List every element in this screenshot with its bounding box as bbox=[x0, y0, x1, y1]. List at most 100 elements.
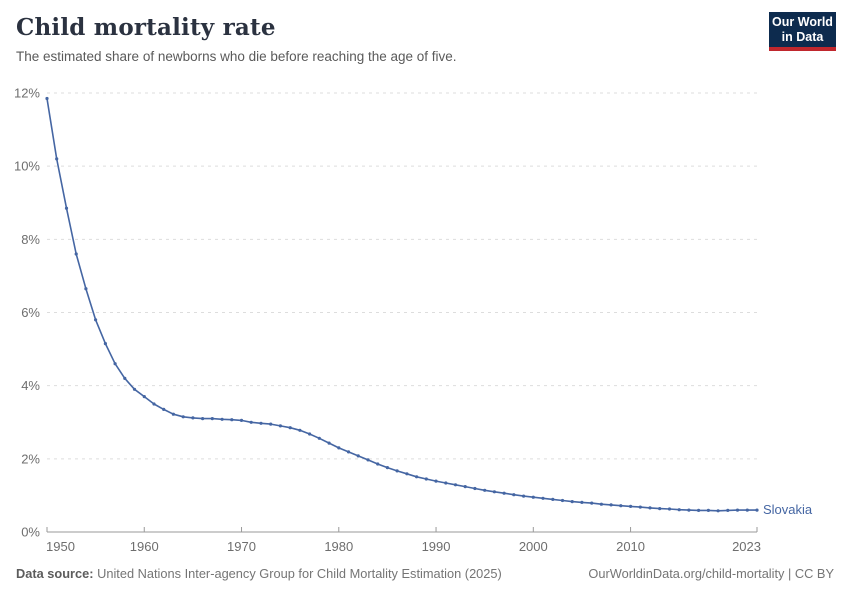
page-subtitle: The estimated share of newborns who die … bbox=[16, 49, 457, 64]
data-point[interactable] bbox=[687, 508, 691, 512]
y-axis-tick-label: 12% bbox=[14, 86, 40, 101]
data-point[interactable] bbox=[317, 436, 321, 440]
owid-logo-line2: in Data bbox=[781, 29, 824, 44]
data-point[interactable] bbox=[64, 206, 69, 210]
data-point[interactable] bbox=[191, 416, 195, 420]
data-point[interactable] bbox=[483, 488, 487, 492]
data-point[interactable] bbox=[492, 490, 496, 494]
data-point[interactable] bbox=[609, 503, 613, 507]
data-point[interactable] bbox=[220, 417, 224, 421]
data-point[interactable] bbox=[123, 376, 127, 380]
attribution-separator: | bbox=[784, 566, 795, 581]
data-point[interactable] bbox=[346, 450, 351, 454]
data-point[interactable] bbox=[434, 479, 438, 483]
data-point[interactable] bbox=[142, 395, 146, 399]
data-point[interactable] bbox=[288, 426, 292, 430]
data-point[interactable] bbox=[385, 466, 389, 470]
data-point[interactable] bbox=[45, 96, 49, 101]
data-point[interactable] bbox=[405, 472, 409, 476]
data-point[interactable] bbox=[376, 462, 380, 466]
data-point[interactable] bbox=[171, 412, 175, 416]
data-point[interactable] bbox=[444, 481, 448, 485]
data-line[interactable] bbox=[46, 98, 757, 512]
data-point[interactable] bbox=[201, 417, 205, 421]
data-point[interactable] bbox=[259, 421, 263, 425]
chart-footer: Data source: United Nations Inter-agency… bbox=[0, 566, 850, 581]
data-point[interactable] bbox=[249, 420, 253, 424]
license-link[interactable]: CC BY bbox=[794, 566, 834, 581]
data-point[interactable] bbox=[473, 486, 477, 491]
data-point[interactable] bbox=[327, 441, 331, 445]
data-point[interactable] bbox=[308, 432, 312, 436]
data-point[interactable] bbox=[599, 502, 604, 506]
data-point[interactable] bbox=[755, 508, 759, 512]
data-point[interactable] bbox=[551, 497, 555, 501]
data-point[interactable] bbox=[337, 446, 341, 450]
data-point[interactable] bbox=[667, 507, 672, 511]
series-label: Slovakia bbox=[763, 502, 813, 517]
x-axis-tick-label: 2023 bbox=[732, 539, 761, 554]
data-point[interactable] bbox=[84, 287, 88, 291]
data-point[interactable] bbox=[162, 407, 166, 411]
data-point[interactable] bbox=[181, 415, 185, 419]
y-axis-tick-label: 10% bbox=[14, 159, 40, 174]
data-point[interactable] bbox=[541, 496, 545, 500]
owid-logo[interactable]: Our World in Data bbox=[769, 12, 836, 51]
data-point[interactable] bbox=[580, 500, 584, 504]
data-source-label: Data source: bbox=[16, 566, 94, 581]
owid-url-link[interactable]: OurWorldinData.org/child-mortality bbox=[588, 566, 785, 581]
x-axis-tick-label: 1960 bbox=[130, 539, 159, 554]
data-point[interactable] bbox=[619, 504, 623, 508]
data-point[interactable] bbox=[298, 428, 302, 432]
data-point[interactable] bbox=[463, 485, 467, 489]
data-point[interactable] bbox=[132, 387, 137, 391]
data-point[interactable] bbox=[55, 157, 59, 161]
y-axis-tick-label: 4% bbox=[21, 378, 40, 393]
data-point[interactable] bbox=[210, 417, 214, 421]
data-source-note: Data source: United Nations Inter-agency… bbox=[16, 566, 502, 581]
y-axis-tick-label: 8% bbox=[21, 232, 40, 247]
data-point[interactable] bbox=[697, 508, 701, 512]
data-point[interactable] bbox=[230, 418, 234, 422]
data-point[interactable] bbox=[735, 508, 740, 512]
data-point[interactable] bbox=[453, 483, 458, 487]
data-point[interactable] bbox=[512, 493, 516, 497]
page-title: Child mortality rate bbox=[16, 14, 276, 41]
data-point[interactable] bbox=[356, 454, 360, 458]
data-point[interactable] bbox=[590, 501, 594, 505]
data-point[interactable] bbox=[269, 422, 273, 426]
attribution-note: OurWorldinData.org/child-mortality | CC … bbox=[588, 566, 834, 581]
data-point[interactable] bbox=[239, 418, 244, 422]
data-point[interactable] bbox=[658, 507, 662, 511]
data-source-value: United Nations Inter-agency Group for Ch… bbox=[97, 566, 502, 581]
data-point[interactable] bbox=[560, 498, 565, 503]
data-point[interactable] bbox=[74, 252, 78, 256]
data-point[interactable] bbox=[424, 477, 428, 481]
data-point[interactable] bbox=[745, 508, 749, 512]
data-point[interactable] bbox=[395, 469, 399, 473]
data-point[interactable] bbox=[278, 424, 282, 428]
data-point[interactable] bbox=[648, 506, 652, 510]
data-point[interactable] bbox=[113, 362, 117, 366]
data-point[interactable] bbox=[366, 458, 370, 462]
data-point[interactable] bbox=[570, 500, 574, 504]
data-point[interactable] bbox=[726, 508, 730, 512]
data-point[interactable] bbox=[706, 508, 711, 512]
y-axis-tick-label: 0% bbox=[21, 525, 40, 540]
x-axis-tick-label: 2000 bbox=[519, 539, 548, 554]
x-axis-tick-label: 2010 bbox=[616, 539, 645, 554]
y-axis-tick-label: 6% bbox=[21, 305, 40, 320]
data-point[interactable] bbox=[152, 402, 156, 406]
data-point[interactable] bbox=[94, 318, 98, 322]
data-point[interactable] bbox=[716, 509, 720, 513]
data-point[interactable] bbox=[638, 505, 642, 509]
data-point[interactable] bbox=[103, 342, 107, 346]
data-point[interactable] bbox=[522, 494, 526, 498]
data-point[interactable] bbox=[502, 491, 506, 495]
data-point[interactable] bbox=[531, 495, 535, 499]
data-point[interactable] bbox=[629, 504, 633, 508]
data-point[interactable] bbox=[415, 475, 419, 479]
data-point[interactable] bbox=[677, 508, 681, 512]
x-axis-tick-label: 1990 bbox=[422, 539, 451, 554]
